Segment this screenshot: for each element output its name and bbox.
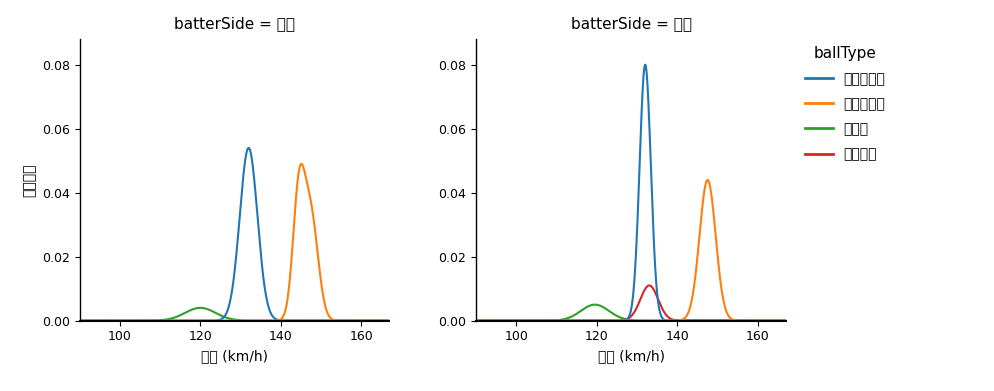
スライダー [501,318,513,323]
カーブ [712,318,724,323]
スライダー [383,318,395,323]
カーブ [286,318,298,323]
カーブ [199,306,211,311]
カーブ [683,318,695,323]
ストレート [470,318,482,323]
カーブ [779,318,791,323]
スライダー [712,318,724,323]
スライダー [243,145,254,150]
Y-axis label: 確率密度: 確率密度 [22,163,37,197]
カーブ [105,318,117,323]
スライダー [595,318,607,323]
カーブ [470,318,482,323]
Line: カーブ: カーブ [80,308,389,321]
カーブ [321,318,333,323]
カーブ [588,302,600,307]
スライダー [321,318,333,323]
カーブ [606,311,618,316]
シンカー [779,318,791,323]
Line: ストレート: ストレート [80,164,389,321]
カーブ [501,318,513,323]
Line: スライダー: スライダー [80,148,389,321]
シンカー [470,318,482,323]
Legend: スライダー, ストレート, カーブ, シンカー: スライダー, ストレート, カーブ, シンカー [798,40,891,167]
ストレート [501,318,513,323]
スライダー [199,318,211,323]
ストレート [210,318,222,323]
カーブ [383,318,395,323]
スライダー [779,318,791,323]
スライダー [606,318,618,323]
カーブ [210,311,222,316]
Title: batterSide = 右打: batterSide = 右打 [174,16,295,31]
スライダー [315,318,327,323]
Line: カーブ: カーブ [476,305,785,321]
ストレート [199,318,211,323]
X-axis label: 球速 (km/h): 球速 (km/h) [201,349,267,363]
スライダー [717,318,729,323]
ストレート [286,245,298,250]
シンカー [643,283,655,288]
スライダー [210,318,222,323]
カーブ [194,305,206,310]
ストレート [682,308,694,313]
ストレート [74,318,85,323]
シンカー [712,318,724,323]
カーブ [595,304,607,309]
ストレート [315,283,327,287]
スライダー [74,318,85,323]
Line: スライダー: スライダー [476,65,785,321]
シンカー [683,318,695,323]
Line: シンカー: シンカー [476,285,785,321]
シンカー [717,318,729,323]
X-axis label: 球速 (km/h): 球速 (km/h) [597,349,664,363]
カーブ [717,318,729,323]
スライダー [105,318,117,323]
シンカー [501,318,513,323]
ストレート [779,318,791,323]
スライダー [683,318,695,323]
シンカー [595,318,607,323]
ストレート [321,310,333,314]
シンカー [606,318,618,323]
スライダー [470,318,482,323]
ストレート [701,178,713,182]
Line: ストレート: ストレート [476,180,785,321]
カーブ [315,318,327,323]
ストレート [383,318,395,323]
スライダー [638,62,650,67]
カーブ [74,318,85,323]
ストレート [105,318,117,323]
ストレート [595,318,607,323]
ストレート [712,258,724,263]
ストレート [717,300,729,304]
ストレート [295,161,307,166]
スライダー [286,318,298,323]
Title: batterSide = 左打: batterSide = 左打 [570,16,691,31]
ストレート [606,318,618,323]
